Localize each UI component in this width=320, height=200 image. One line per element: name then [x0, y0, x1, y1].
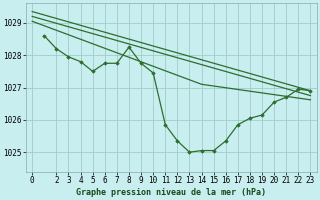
- X-axis label: Graphe pression niveau de la mer (hPa): Graphe pression niveau de la mer (hPa): [76, 188, 266, 197]
